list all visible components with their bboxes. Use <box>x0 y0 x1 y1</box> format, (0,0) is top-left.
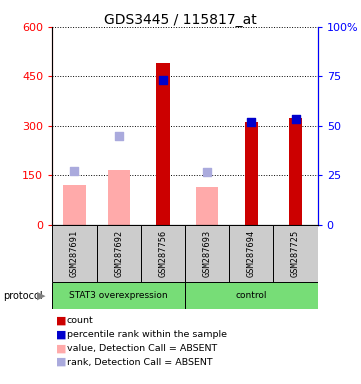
Bar <box>289 118 302 225</box>
Text: protocol: protocol <box>4 291 43 301</box>
Text: GSM287756: GSM287756 <box>158 230 168 277</box>
Text: GSM287725: GSM287725 <box>291 230 300 277</box>
Point <box>116 132 122 139</box>
Text: ■: ■ <box>56 343 66 353</box>
Text: GSM287692: GSM287692 <box>114 230 123 277</box>
Bar <box>64 185 86 225</box>
Point <box>160 77 166 83</box>
Bar <box>274 225 318 282</box>
Bar <box>185 225 229 282</box>
Point <box>71 168 77 174</box>
Text: percentile rank within the sample: percentile rank within the sample <box>67 330 227 339</box>
Text: value, Detection Call = ABSENT: value, Detection Call = ABSENT <box>67 344 217 353</box>
Text: ▶: ▶ <box>37 291 46 301</box>
Text: GSM287691: GSM287691 <box>70 230 79 277</box>
Bar <box>108 170 130 225</box>
Bar <box>52 225 97 282</box>
Bar <box>97 225 141 282</box>
Bar <box>156 63 170 225</box>
Point <box>293 116 299 122</box>
Text: GDS3445 / 115817_at: GDS3445 / 115817_at <box>104 13 257 27</box>
Text: count: count <box>67 316 93 325</box>
Bar <box>196 187 218 225</box>
Text: rank, Detection Call = ABSENT: rank, Detection Call = ABSENT <box>67 358 212 367</box>
Text: ■: ■ <box>56 316 66 326</box>
Text: control: control <box>236 291 267 300</box>
Point <box>248 119 254 125</box>
Text: GSM287693: GSM287693 <box>203 230 212 277</box>
Bar <box>141 225 185 282</box>
Text: ■: ■ <box>56 329 66 339</box>
Bar <box>245 122 258 225</box>
Point <box>204 169 210 175</box>
Bar <box>229 225 274 282</box>
Text: GSM287694: GSM287694 <box>247 230 256 277</box>
Bar <box>52 282 185 309</box>
Bar <box>185 282 318 309</box>
Text: STAT3 overexpression: STAT3 overexpression <box>69 291 168 300</box>
Text: ■: ■ <box>56 357 66 367</box>
